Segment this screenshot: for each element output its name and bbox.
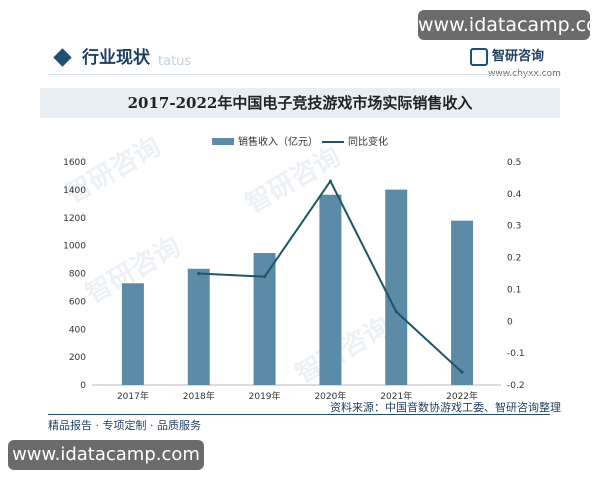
site-watermark-bottom: www.idatacamp.com: [8, 440, 204, 470]
bar-2017年: [121, 283, 144, 385]
footer-divider: [48, 414, 550, 415]
footer-tagline: 精品报告 · 专项定制 · 品质服务: [48, 419, 201, 432]
y-right-tick-label: 0.3: [507, 222, 521, 232]
section-subtitle: tatus: [158, 54, 192, 69]
header-divider: [48, 74, 548, 75]
line-point-2021年: [394, 310, 398, 314]
bar-2022年: [451, 220, 474, 385]
x-tick-label: 2020年: [314, 390, 346, 400]
y-left-tick-label: 1000: [63, 242, 86, 252]
y-left-tick-label: 1400: [63, 186, 86, 196]
y-left-tick-label: 600: [69, 297, 86, 307]
bar-2021年: [385, 189, 408, 385]
y-left-tick-label: 800: [69, 270, 86, 280]
y-left-tick-label: 1600: [63, 158, 86, 168]
brand-logo-icon: [470, 48, 488, 66]
line-point-2019年: [263, 275, 267, 279]
bar-2018年: [187, 268, 210, 385]
chart-title-band: 2017-2022年中国电子竞技游戏市场实际销售收入: [40, 88, 560, 118]
section-title: 行业现状: [82, 48, 150, 68]
x-tick-label: 2021年: [380, 390, 412, 400]
y-right-tick-label: 0.2: [507, 254, 521, 264]
legend-label-bar: 销售收入（亿元）: [238, 135, 318, 148]
source-note: 资料来源：中国音数协游戏工委、智研咨询整理: [330, 401, 561, 414]
x-tick-label: 2018年: [183, 390, 215, 400]
bar-2019年: [253, 253, 276, 385]
diamond-icon: [53, 48, 72, 67]
y-right-tick-label: 0.1: [507, 285, 521, 295]
y-right-tick-label: 0.4: [507, 190, 522, 200]
chart-title: 2017-2022年中国电子竞技游戏市场实际销售收入: [127, 94, 473, 112]
y-left-tick-label: 400: [69, 325, 86, 335]
bar-2020年: [319, 194, 342, 385]
chart-area: 销售收入（亿元） 同比变化 0 200 400 600 800 1000 1200 1400 160…: [63, 135, 525, 400]
y-right-tick-label: -0.1: [507, 349, 525, 359]
y-left-tick-label: 1200: [63, 214, 86, 224]
x-tick-label: 2022年: [446, 390, 478, 400]
legend-swatch-bar: [212, 138, 234, 145]
line-point-2020年: [328, 179, 332, 183]
y-left-tick-label: 0: [80, 381, 86, 391]
section-header: 行业现状 tatus: [48, 44, 248, 72]
brand-name: 智研咨询: [492, 49, 545, 64]
y-right-tick-label: 0: [507, 317, 513, 327]
line-point-2022年: [460, 370, 464, 374]
y-right-tick-label: -0.2: [507, 381, 525, 391]
legend-label-line: 同比变化: [348, 135, 388, 148]
x-tick-label: 2017年: [117, 390, 149, 400]
site-watermark-top: www.idatacamp.com: [418, 10, 600, 40]
y-left-tick-label: 200: [69, 353, 86, 363]
line-point-2018年: [197, 272, 201, 275]
x-tick-label: 2019年: [249, 390, 281, 400]
y-right-tick-label: 0.5: [507, 158, 521, 168]
